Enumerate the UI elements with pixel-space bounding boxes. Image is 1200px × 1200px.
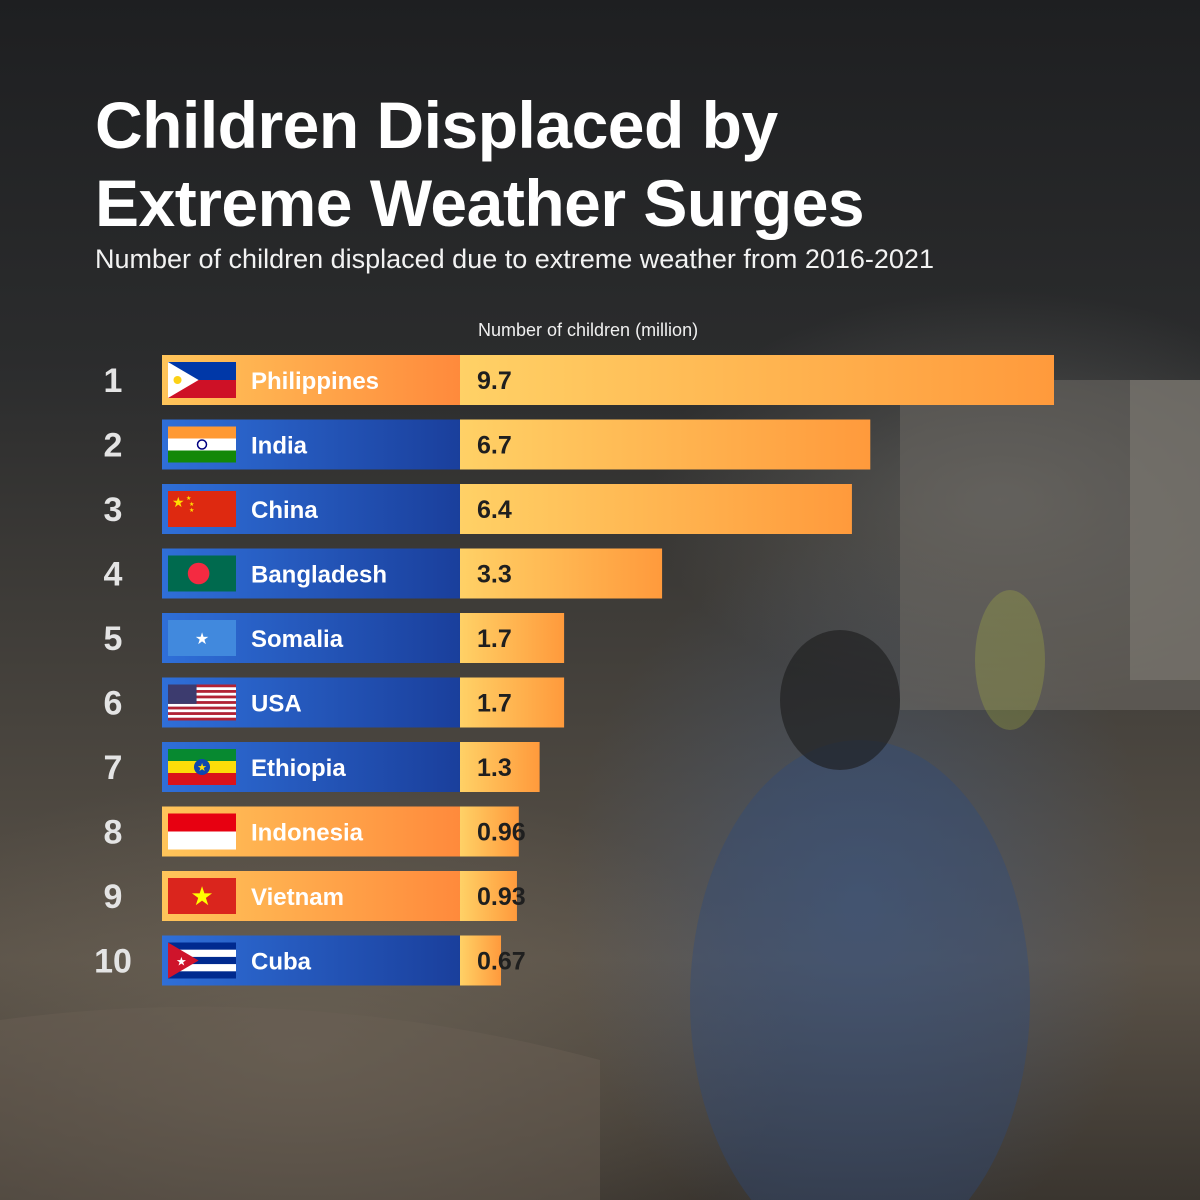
chart-title: Children Displaced by Extreme Weather Su…	[95, 86, 1155, 242]
rank-label: 4	[104, 556, 123, 594]
rank-label: 7	[104, 749, 123, 787]
usa-flag-icon	[168, 684, 236, 721]
bar	[460, 935, 502, 986]
country-label: Bangladesh	[251, 562, 387, 589]
indonesia-flag-icon	[168, 813, 236, 850]
bar-row: 4 Bangladesh 3.3	[104, 548, 663, 599]
country-label: Ethiopia	[251, 755, 346, 782]
rank-label: 10	[94, 943, 132, 981]
bar	[460, 677, 565, 728]
country-label: India	[251, 433, 308, 460]
svg-text:★: ★	[186, 495, 191, 502]
rank-label: 5	[104, 620, 123, 658]
country-label: Philippines	[251, 368, 379, 395]
bar	[460, 548, 663, 599]
value-label: 1.7	[477, 690, 512, 718]
bar	[460, 613, 565, 663]
title-line-1: Children Displaced by	[95, 88, 778, 162]
rank-label: 1	[104, 362, 123, 400]
cuba-flag-icon: ★	[168, 942, 236, 979]
china-flag-icon: ★ ★★★	[168, 491, 236, 527]
svg-text:★: ★	[190, 882, 213, 912]
bar	[460, 806, 519, 857]
svg-text:★: ★	[172, 495, 185, 511]
svg-text:★: ★	[176, 955, 187, 969]
bar	[460, 355, 1054, 405]
value-label: 6.4	[477, 496, 512, 524]
value-label: 6.7	[477, 432, 512, 460]
bar-row: 9 ★ Vietnam 0.93	[104, 871, 526, 921]
country-label: Indonesia	[251, 820, 364, 847]
bar-row: 1 Philippines 9.7	[104, 355, 1054, 405]
value-label: 1.3	[477, 754, 512, 782]
bar	[460, 871, 517, 921]
svg-text:★: ★	[195, 629, 209, 648]
country-label: Somalia	[251, 626, 344, 653]
value-label: 0.67	[477, 948, 526, 976]
vietnam-flag-icon: ★	[168, 878, 236, 914]
value-label: 1.7	[477, 625, 512, 653]
bar-row: 7 ★ Ethiopia 1.3	[104, 742, 540, 792]
value-label: 9.7	[477, 367, 512, 395]
bar-row: 3 ★ ★★★ China 6.4	[104, 484, 852, 534]
bar	[460, 419, 871, 470]
svg-text:★: ★	[197, 761, 207, 774]
country-label: Cuba	[251, 949, 312, 976]
country-label: Vietnam	[251, 884, 344, 911]
bar	[460, 742, 540, 792]
rank-label: 2	[104, 427, 123, 465]
country-label: China	[251, 497, 318, 524]
bar-row: 6 USA 1.7	[104, 677, 565, 728]
bar-row: 2 India 6.7	[104, 419, 871, 470]
country-label: USA	[251, 691, 302, 718]
svg-text:★: ★	[189, 507, 194, 514]
svg-text:★: ★	[189, 501, 194, 508]
bar-row: 8 Indonesia 0.96	[104, 806, 526, 857]
rank-label: 3	[104, 491, 123, 529]
rank-label: 6	[104, 685, 123, 723]
bangladesh-flag-icon	[168, 555, 236, 592]
somalia-flag-icon: ★	[168, 620, 236, 656]
rank-label: 9	[104, 878, 123, 916]
ethiopia-flag-icon: ★	[168, 749, 236, 785]
value-label: 0.96	[477, 819, 526, 847]
chart-subtitle: Number of children displaced due to extr…	[95, 244, 934, 274]
rank-label: 8	[104, 814, 123, 852]
philippines-flag-icon	[168, 362, 236, 398]
value-label: 0.93	[477, 883, 526, 911]
value-label: 3.3	[477, 561, 512, 589]
value-axis-label: Number of children (million)	[478, 320, 699, 340]
bar-row: 5 ★ Somalia 1.7	[104, 613, 565, 663]
title-line-2: Extreme Weather Surges	[95, 166, 865, 240]
bar-row: 10 ★ Cuba 0.67	[94, 935, 526, 986]
india-flag-icon	[168, 426, 236, 463]
bar	[460, 484, 852, 534]
